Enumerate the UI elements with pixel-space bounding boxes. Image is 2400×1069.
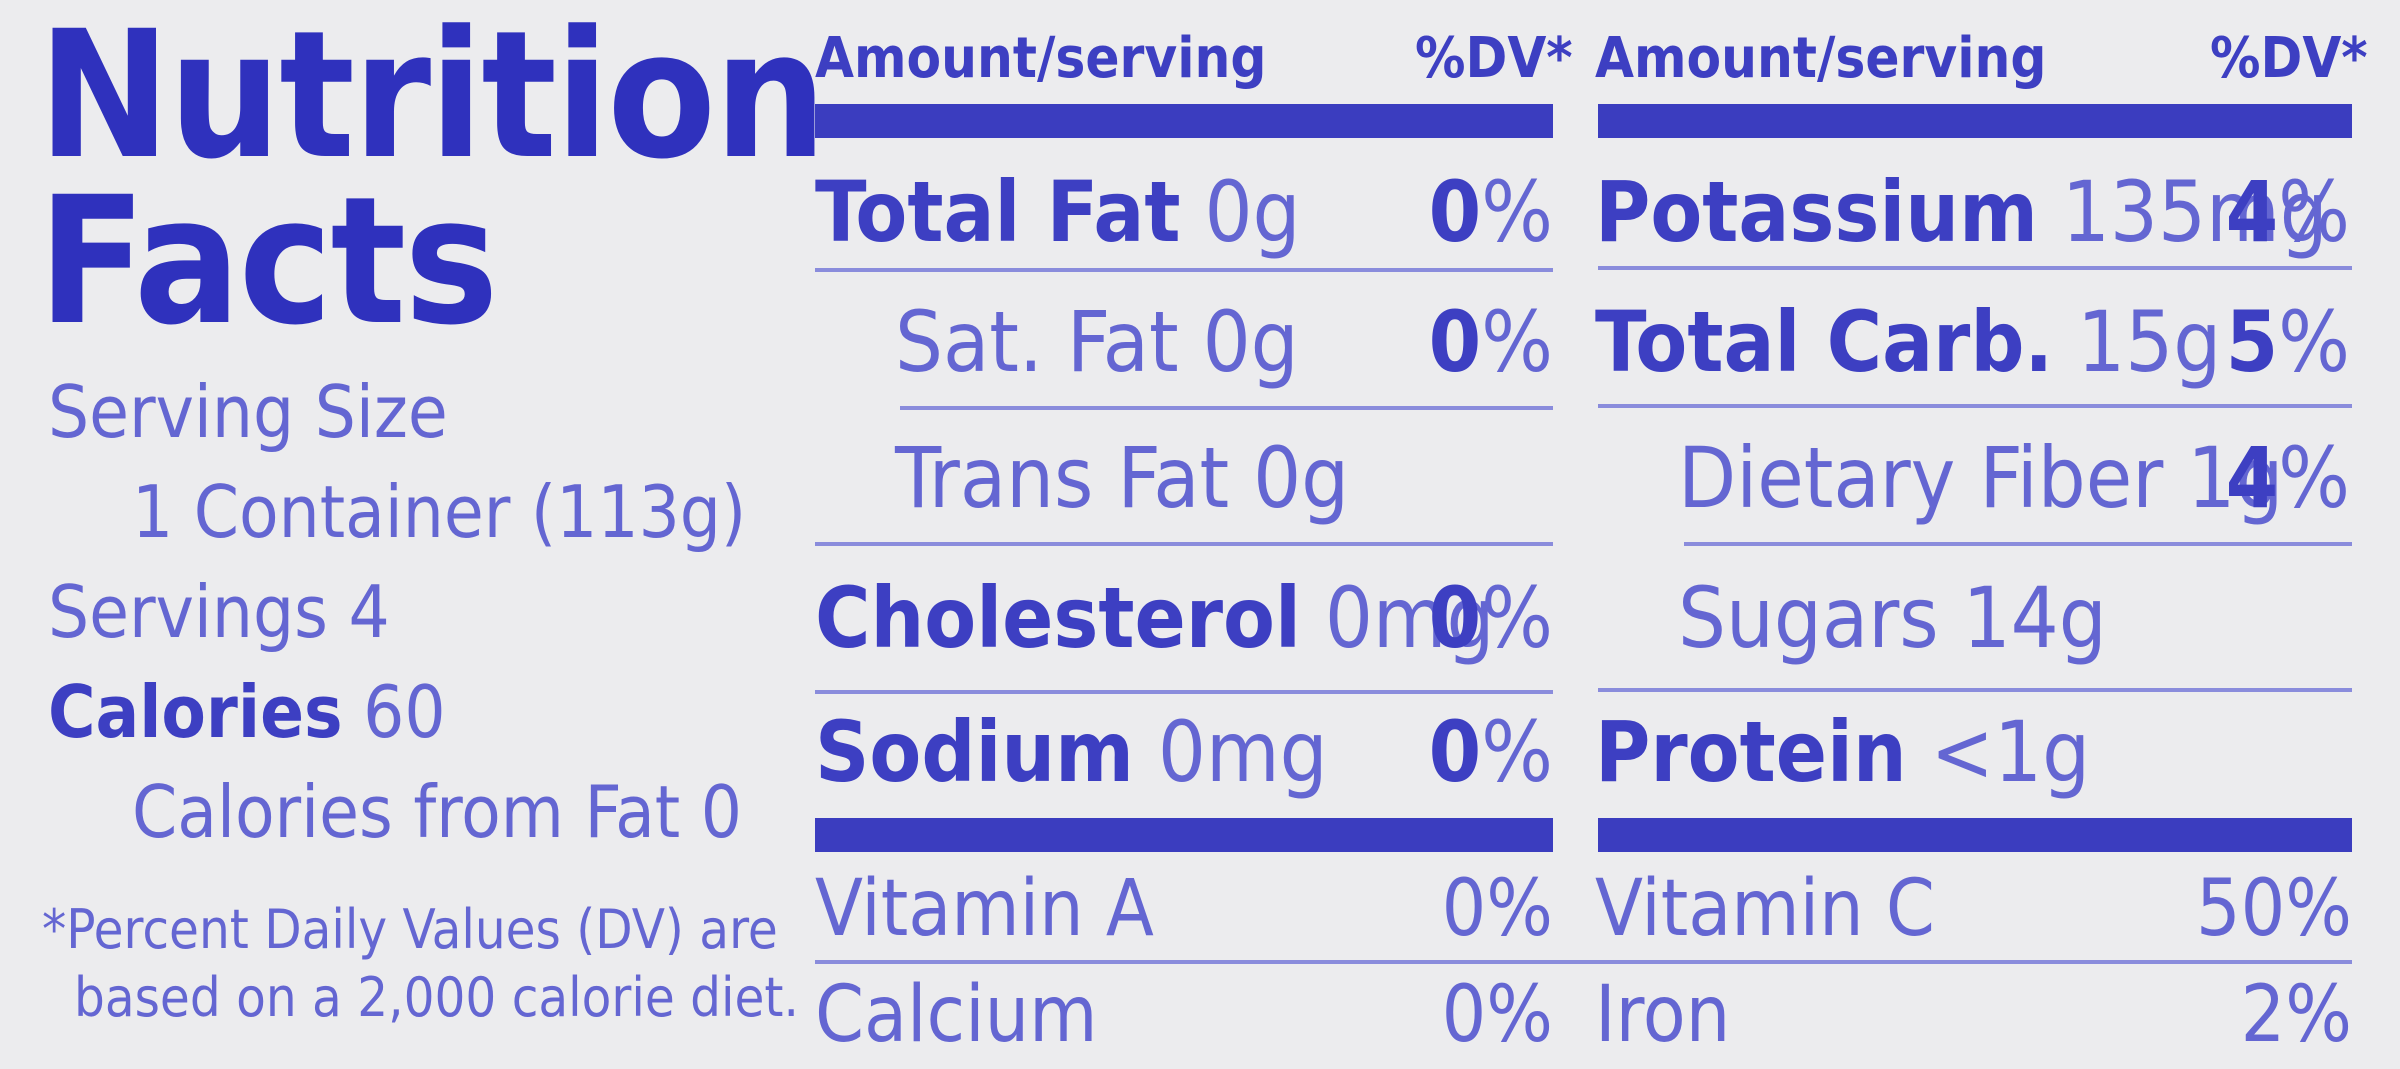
sodium-label: Sodium <box>815 703 1134 801</box>
calories-value: 60 <box>342 670 446 754</box>
vitamin-c-label: Vitamin C <box>1595 864 1935 954</box>
iron-label: Iron <box>1595 970 1731 1060</box>
sodium-amount: 0mg <box>1133 703 1328 801</box>
vitamin-a-dv: 0% <box>1441 864 1553 954</box>
rule-after-cholesterol <box>815 690 1553 694</box>
row-total-fat: Total Fat 0g <box>815 166 1301 258</box>
rule-after-dietary-fiber <box>1684 542 2352 546</box>
vitamin-c-dv: 50% <box>2196 864 2352 954</box>
total-carb-amount: 15g <box>2053 293 2222 391</box>
row-protein: Protein <1g <box>1595 706 2090 798</box>
rule-after-vitamin-c <box>1553 960 2352 964</box>
calories-line: Calories 60 <box>48 672 446 752</box>
cholesterol-amount: 0mg <box>1300 569 1495 667</box>
right-header-amount: Amount/serving <box>1595 26 2047 91</box>
rule-after-trans-fat <box>815 542 1553 546</box>
servings-count: Servings 4 <box>48 570 390 654</box>
sodium-dv: 0% <box>1428 703 1553 801</box>
left-vitamin-rule <box>815 818 1553 852</box>
potassium-dv: 4% <box>2225 163 2350 261</box>
vitamin-a-label: Vitamin A <box>815 864 1154 954</box>
left-header-amount: Amount/serving <box>815 26 1267 91</box>
left-header-rule <box>815 104 1553 138</box>
rule-after-potassium <box>1598 266 2352 270</box>
total-carb-label: Total Carb. <box>1595 293 2054 391</box>
potassium-amount: 135mg <box>2037 163 2328 261</box>
footnote-line-2: based on a 2,000 calorie diet. <box>74 966 799 1029</box>
cholesterol-label: Cholesterol <box>815 569 1301 667</box>
potassium-label: Potassium <box>1595 163 2038 261</box>
iron-dv: 2% <box>2240 970 2352 1060</box>
calcium-dv: 0% <box>1441 970 1553 1060</box>
right-header-rule <box>1598 104 2352 138</box>
rule-after-sat-fat <box>900 406 1553 410</box>
rule-after-total-carb <box>1598 404 2352 408</box>
calcium-label: Calcium <box>815 970 1098 1060</box>
title-facts: Facts <box>38 159 499 364</box>
calories-label: Calories <box>48 670 343 754</box>
calories-from-fat: Calories from Fat 0 <box>132 770 742 854</box>
footnote-line-1: *Percent Daily Values (DV) are <box>42 898 778 961</box>
total-fat-label: Total Fat <box>815 163 1181 261</box>
total-fat-dv: 0% <box>1428 163 1553 261</box>
row-sodium: Sodium 0mg <box>815 706 1328 798</box>
right-header-dv: %DV* <box>2210 26 2368 91</box>
cholesterol-dv: 0% <box>1428 569 1553 667</box>
protein-amount: <1g <box>1906 703 2091 801</box>
row-dietary-fiber: Dietary Fiber 1g <box>1678 429 2284 527</box>
dietary-fiber-dv: 4% <box>2225 429 2350 527</box>
row-potassium: Potassium 135mg <box>1595 166 2328 258</box>
row-sugars: Sugars 14g <box>1678 569 2107 667</box>
serving-size-label: Serving Size <box>48 370 448 454</box>
title-nutrition: Nutrition <box>38 0 827 198</box>
rule-after-total-fat <box>815 268 1553 272</box>
total-fat-amount: 0g <box>1180 163 1301 261</box>
serving-size-value: 1 Container (113g) <box>132 470 747 554</box>
right-vitamin-rule <box>1598 818 2352 852</box>
protein-label: Protein <box>1595 703 1907 801</box>
rule-after-vitamin-a <box>815 960 1553 964</box>
row-cholesterol: Cholesterol 0mg <box>815 572 1495 664</box>
sat-fat-dv: 0% <box>1428 293 1553 391</box>
row-trans-fat: Trans Fat 0g <box>895 429 1350 527</box>
row-sat-fat: Sat. Fat 0g <box>895 293 1299 391</box>
row-total-carb: Total Carb. 15g <box>1595 296 2221 388</box>
rule-after-sugars <box>1598 688 2352 692</box>
total-carb-dv: 5% <box>2225 293 2350 391</box>
left-header-dv: %DV* <box>1415 26 1573 91</box>
